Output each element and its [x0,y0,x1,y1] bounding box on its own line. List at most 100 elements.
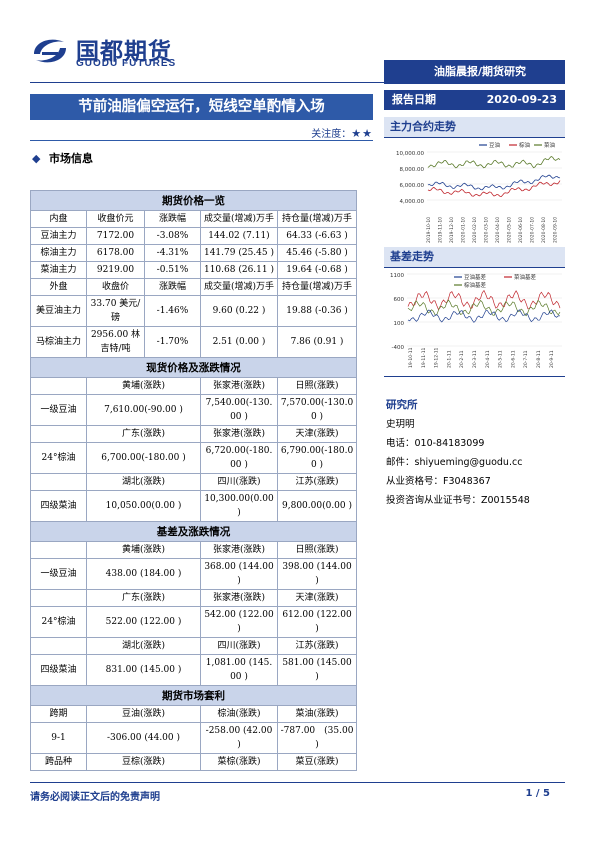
footer-disclaimer: 请务必阅读正文后的免责声明 [30,792,160,803]
table-cell: -3.08% [144,227,201,245]
attention-label: 关注度： [311,129,352,140]
table-cell: 豆油主力 [30,227,87,245]
x-tick-label: 2020-08-10 [541,217,547,243]
table-cell: 6178.00 [86,244,145,262]
table-cell: 菜油主力 [30,261,87,279]
table-row: 马棕油主力 2956.00 林吉特/吨 -1.70% 2.51 (0.00 ) 7.86… [30,326,358,358]
table-cell: 涨跌幅 [144,278,201,296]
x-tick-label: 20-9-11 [549,350,555,368]
x-tick-label: 20-4-11 [485,350,491,368]
table-cell: 612.00 (122.00 ) [276,606,358,638]
table-cell [30,473,87,491]
table-cell: 1,081.00 (145.00 ) [200,654,278,686]
arb-section: 期货市场套利 [29,685,358,706]
table-cell: 四级菜油 [30,654,87,686]
table-cell: -306.00 (44.00 ) [86,722,201,754]
table-row: 黄埔(涨跌) 张家港(涨跌) 日照(涨跌) [30,541,358,559]
table-cell: 144.02 (7.11) [200,227,278,245]
x-tick-label: 19-10-11 [408,347,414,368]
table-cell: 马棕油主力 [30,326,87,358]
table-cell: 张家港(涨跌) [200,425,278,443]
table-cell: 522.00 (122.00 ) [86,606,201,638]
table-cell [30,541,87,559]
series-palm-basis-line [407,299,561,317]
main-contract-divider [384,137,565,138]
table-cell: 收盘价 [86,278,145,296]
table-cell: 19.88 (-0.36 ) [276,295,358,327]
analyst-name: 史玥明 [386,419,415,430]
table-row: 跨品种 豆棕(涨跌) 菜棕(涨跌) 菜豆(涨跌) [30,753,358,771]
basis-section: 基差及涨跌情况 [29,521,358,542]
table-cell: 湖北(涨跌) [86,637,201,655]
table-cell: 菜豆(涨跌) [276,753,358,771]
table-row: 一级豆油 438.00 (184.00 ) 368.00 (144.00 ) 398.… [30,558,358,590]
table-cell [30,589,87,607]
legend-label: 豆油 [489,141,501,149]
analyst-phone: 电话：010-84183099 [386,438,485,449]
x-tick-label: 2020-02-10 [472,217,478,243]
table-cell: 64.33 (-6.63 ) [276,227,358,245]
legend-label: 棕油 [519,141,531,149]
table-cell: 天津(涨跌) [276,425,358,443]
table-cell: 江苏(涨跌) [276,473,358,491]
y-tick-label: -400 [392,345,405,351]
research-divider [384,376,565,377]
report-date-value: 2020-09-23 [486,93,557,106]
table-cell: 成交量(增减)万手 [200,210,278,228]
table-cell: 豆油(涨跌) [86,705,201,723]
x-tick-label: 2020-03-10 [484,217,490,243]
table-cell: 2956.00 林吉特/吨 [86,326,145,358]
table-cell: 四川(涨跌) [200,637,278,655]
table-row: 湖北(涨跌) 四川(涨跌) 江苏(涨跌) [30,637,358,655]
brand-logo: 国都期货 GUODU FUTURES [30,30,190,72]
table-cell: 398.00 (144.00 ) [276,558,358,590]
table-cell: 跨期 [30,705,87,723]
table-cell: 棕油主力 [30,244,87,262]
table-cell: 黄埔(涨跌) [86,541,201,559]
table-cell: 7.86 (0.91 ) [276,326,358,358]
table-cell: 一级豆油 [30,394,87,426]
x-tick-label: 20-3-11 [472,350,478,368]
y-tick-label: 1100 [390,273,404,279]
title-divider [30,140,373,141]
table-cell: 美豆油主力 [30,295,87,327]
table-cell: 24°棕油 [30,606,87,638]
main-contract-title: 主力合约走势 [384,117,565,137]
main-contract-chart: 10,000.00 8,000.00 6,000.00 4,000.00 豆油 棕油 菜油 2… [396,141,562,243]
legend-label: 菜油基差 [514,273,537,281]
table-cell: 7,610.00(-90.00 ) [86,394,201,426]
table-header-row: 外盘 收盘价 涨跌幅 成交量(增减)万手 持仓量(增减)万手 [30,278,358,296]
table-cell: 6,790.00(-180.00 ) [276,442,358,474]
table-cell: 2.51 (0.00 ) [200,326,278,358]
table-cell: -1.70% [144,326,201,358]
x-tick-label: 20-8-11 [536,350,542,368]
brand-name-en: GUODU FUTURES [76,58,177,69]
table-row: 湖北(涨跌) 四川(涨跌) 江苏(涨跌) [30,473,358,491]
report-date-bar: 报告日期 2020-09-23 [384,90,565,110]
arb-section-title: 期货市场套利 [29,685,358,706]
x-tick-label: 20-1-11 [446,350,452,368]
table-cell: 7,540.00(-130.00 ) [200,394,278,426]
table-cell: 7172.00 [86,227,145,245]
spot-section-title: 现货价格及涨跌情况 [29,357,358,378]
table-cell: 棕油(涨跌) [200,705,278,723]
table-row: 豆油主力 7172.00 -3.08% 144.02 (7.11) 64.33 (-6.… [30,227,358,245]
spot-section: 现货价格及涨跌情况 [29,357,358,378]
series-soy-basis-line [407,309,561,323]
table-cell: 110.68 (26.11 ) [200,261,278,279]
table-cell: 张家港(涨跌) [200,377,278,395]
table-cell: 831.00 (145.00 ) [86,654,201,686]
table-cell: 33.70 美元/磅 [86,295,145,327]
table-row: 广东(涨跌) 张家港(涨跌) 天津(涨跌) [30,589,358,607]
x-tick-label: 20-6-11 [510,350,516,368]
header-divider [30,82,565,83]
table-cell: -0.51% [144,261,201,279]
x-tick-label: 20-7-11 [523,350,529,368]
x-tick-label: 2020-09-10 [553,217,559,243]
y-tick-label: 10,000.00 [396,151,424,157]
table-cell: 四级菜油 [30,490,87,522]
table-cell: 跨品种 [30,753,87,771]
research-contact: 研究所 史玥明 电话：010-84183099 邮件：shiyueming@gu… [386,396,566,510]
table-row: 四级菜油 10,050.00(0.00 ) 10,300.00(0.00 ) 9,80… [30,490,358,522]
